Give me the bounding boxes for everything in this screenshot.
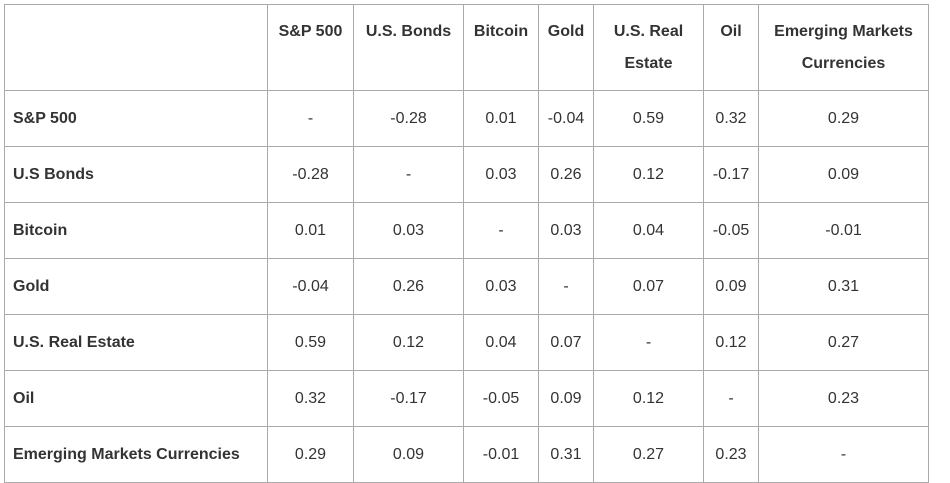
column-header-u-s-real-estate: U.S. Real Estate — [593, 4, 704, 91]
correlation-cell: - — [267, 90, 354, 147]
correlation-cell: 0.12 — [703, 314, 759, 371]
correlation-cell: 0.29 — [758, 90, 929, 147]
correlation-cell: 0.31 — [758, 258, 929, 315]
correlation-cell: 0.31 — [538, 426, 594, 483]
correlation-cell: 0.03 — [463, 146, 539, 203]
column-header-u-s-bonds: U.S. Bonds — [353, 4, 464, 91]
correlation-cell: 0.26 — [353, 258, 464, 315]
row-label: U.S Bonds — [4, 146, 268, 203]
correlation-cell: -0.28 — [267, 146, 354, 203]
correlation-cell: -0.01 — [758, 202, 929, 259]
table-body: S&P 500- -0.28 0.01 -0.04 0.59 0.32 0.29 U.S Bo… — [4, 90, 929, 483]
correlation-cell: 0.04 — [463, 314, 539, 371]
table-row-sandp-500: S&P 500- -0.28 0.01 -0.04 0.59 0.32 0.29 — [4, 90, 929, 147]
correlation-cell: 0.59 — [593, 90, 704, 147]
correlation-cell: 0.23 — [758, 370, 929, 427]
header-row: S&P 500 U.S. Bonds Bitcoin Gold U.S. Real Es… — [4, 4, 929, 91]
correlation-cell: 0.32 — [267, 370, 354, 427]
correlation-cell: - — [538, 258, 594, 315]
correlation-cell: -0.05 — [703, 202, 759, 259]
correlation-cell: 0.03 — [353, 202, 464, 259]
column-header-emerging-markets-currencies: Emerging Markets Currencies — [758, 4, 929, 91]
correlation-cell: 0.12 — [593, 370, 704, 427]
table-row-u-s-bonds: U.S Bonds -0.28-0.03 0.26 0.12 -0.17 0.09 — [4, 146, 929, 203]
correlation-cell: - — [703, 370, 759, 427]
row-label: Gold — [4, 258, 268, 315]
column-header-sandp-500: S&P 500 — [267, 4, 354, 91]
row-label: Bitcoin — [4, 202, 268, 259]
correlation-cell: 0.09 — [703, 258, 759, 315]
correlation-cell: 0.01 — [267, 202, 354, 259]
row-label: U.S. Real Estate — [4, 314, 268, 371]
table-row-bitcoin: Bitcoin 0.01 0.03-0.03 0.04 -0.05 -0.01 — [4, 202, 929, 259]
correlation-cell: 0.27 — [758, 314, 929, 371]
correlation-cell: - — [593, 314, 704, 371]
table-row-gold: Gold -0.04 0.26 0.03-0.07 0.09 0.31 — [4, 258, 929, 315]
correlation-cell: 0.03 — [538, 202, 594, 259]
correlation-cell: 0.01 — [463, 90, 539, 147]
correlation-cell: -0.17 — [353, 370, 464, 427]
correlation-cell: 0.12 — [593, 146, 704, 203]
correlation-cell: -0.28 — [353, 90, 464, 147]
correlation-cell: 0.09 — [538, 370, 594, 427]
correlation-cell: 0.04 — [593, 202, 704, 259]
correlation-cell: -0.01 — [463, 426, 539, 483]
column-header-bitcoin: Bitcoin — [463, 4, 539, 91]
correlation-cell: 0.23 — [703, 426, 759, 483]
correlation-cell: 0.12 — [353, 314, 464, 371]
correlation-cell: 0.09 — [353, 426, 464, 483]
correlation-cell: 0.09 — [758, 146, 929, 203]
row-label: Emerging Markets Currencies — [4, 426, 268, 483]
correlation-cell: -0.05 — [463, 370, 539, 427]
correlation-cell: -0.17 — [703, 146, 759, 203]
table-row-u-s-real-estate: U.S. Real Estate 0.59 0.12 0.04 0.07-0.12 0.2… — [4, 314, 929, 371]
correlation-cell: 0.29 — [267, 426, 354, 483]
correlation-cell: 0.59 — [267, 314, 354, 371]
correlation-cell: 0.07 — [593, 258, 704, 315]
correlation-cell: - — [353, 146, 464, 203]
row-label: Oil — [4, 370, 268, 427]
correlation-cell: 0.03 — [463, 258, 539, 315]
correlation-table: S&P 500 U.S. Bonds Bitcoin Gold U.S. Real Es… — [4, 4, 929, 483]
correlation-cell: 0.07 — [538, 314, 594, 371]
correlation-cell: - — [758, 426, 929, 483]
correlation-cell: 0.27 — [593, 426, 704, 483]
correlation-cell: 0.26 — [538, 146, 594, 203]
corner-cell — [4, 4, 268, 91]
column-header-gold: Gold — [538, 4, 594, 91]
correlation-cell: -0.04 — [538, 90, 594, 147]
correlation-cell: - — [463, 202, 539, 259]
table-row-oil: Oil 0.32 -0.17 -0.05 0.09 0.12-0.23 — [4, 370, 929, 427]
column-header-oil: Oil — [703, 4, 759, 91]
table-row-emerging-markets-currencies: Emerging Markets Currencies 0.29 0.09 -0.01… — [4, 426, 929, 483]
correlation-cell: 0.32 — [703, 90, 759, 147]
row-label: S&P 500 — [4, 90, 268, 147]
correlation-cell: -0.04 — [267, 258, 354, 315]
